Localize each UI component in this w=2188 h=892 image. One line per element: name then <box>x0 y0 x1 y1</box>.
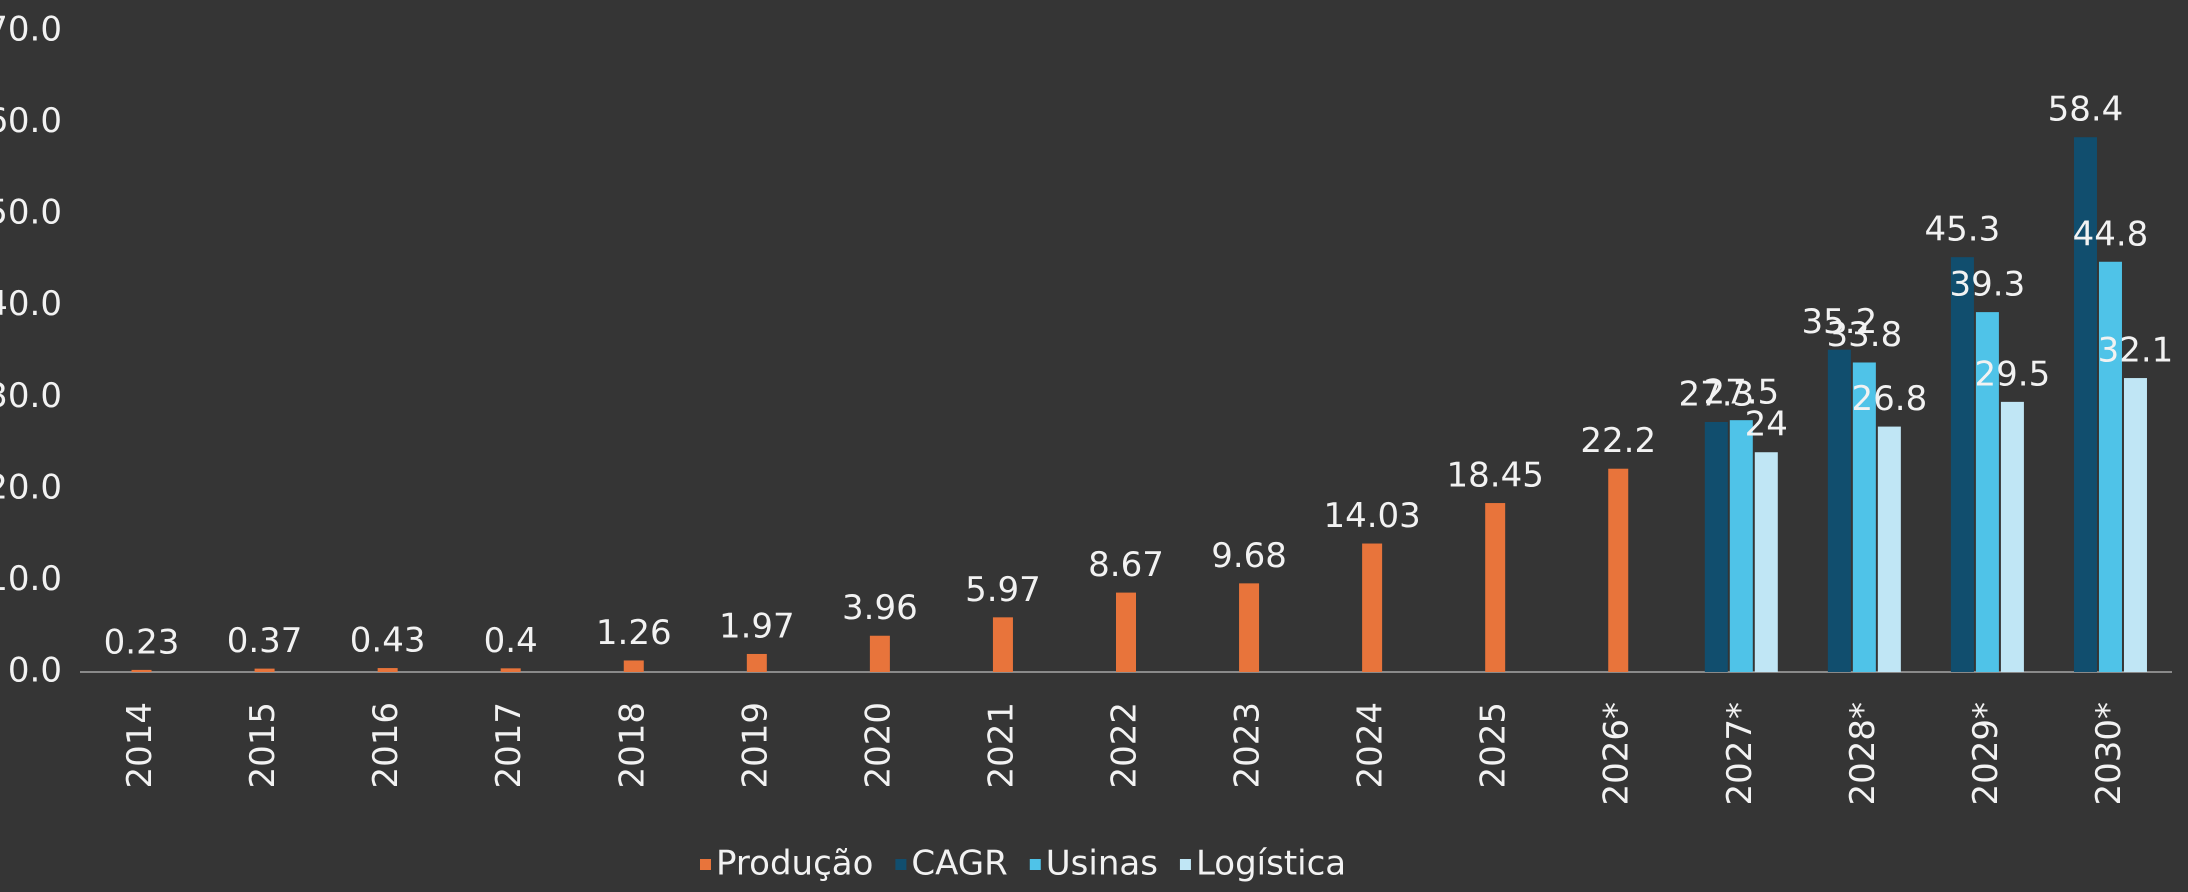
bar <box>1116 592 1136 672</box>
x-tick-label: 2028* <box>1843 702 1883 806</box>
y-tick-label: 70.0 <box>0 10 62 50</box>
legend-swatch <box>895 859 907 870</box>
bar <box>131 669 152 672</box>
x-tick-label: 2015 <box>243 702 283 789</box>
bar <box>1827 349 1851 672</box>
data-label: 27.3 <box>1678 375 1754 415</box>
bar <box>1362 543 1383 672</box>
bar <box>1729 420 1753 672</box>
bar <box>1975 312 1999 672</box>
x-tick-label: 2026* <box>1597 702 1637 806</box>
data-label: 0.37 <box>227 621 303 661</box>
bar <box>2098 261 2122 672</box>
x-tick-label: 2016 <box>366 702 406 789</box>
data-label: 29.5 <box>1975 354 2051 394</box>
bar <box>1704 422 1728 672</box>
data-label: 24 <box>1745 405 1788 445</box>
bar <box>623 660 644 672</box>
data-label: 14.03 <box>1323 496 1420 536</box>
legend-swatch <box>1179 859 1191 870</box>
data-label: 1.26 <box>596 613 672 653</box>
x-tick-label: 2020 <box>858 702 898 789</box>
data-label: 0.43 <box>350 621 426 661</box>
bar <box>1485 503 1506 672</box>
legend-label: Produção <box>716 844 873 884</box>
data-label: 26.8 <box>1852 379 1928 419</box>
y-tick-label: 10.0 <box>0 559 62 599</box>
bar <box>2123 378 2147 672</box>
x-tick-label: 2021 <box>981 702 1021 789</box>
y-tick-label: 0.0 <box>8 651 62 691</box>
bar <box>1608 468 1629 672</box>
data-label: 5.97 <box>965 570 1041 610</box>
bar <box>2000 401 2024 672</box>
data-label: 33.8 <box>1827 315 1903 355</box>
bar <box>1754 452 1778 672</box>
data-label: 45.3 <box>1925 210 2001 250</box>
x-tick-label: 2024 <box>1351 702 1391 789</box>
x-tick-label: 2014 <box>120 702 160 789</box>
bar <box>377 668 398 672</box>
data-label: 9.68 <box>1211 536 1287 576</box>
data-label: 3.96 <box>842 588 918 628</box>
bar <box>1239 583 1260 672</box>
legend-label: Logística <box>1196 844 1346 884</box>
y-tick-label: 20.0 <box>0 467 62 507</box>
data-label: 32.1 <box>2098 331 2174 371</box>
bar <box>500 668 521 672</box>
data-label: 1.97 <box>719 606 795 646</box>
bar <box>2073 137 2097 673</box>
bar <box>1877 426 1901 672</box>
data-label: 35.2 <box>1802 302 1878 342</box>
bar <box>254 668 275 672</box>
data-label: 8.67 <box>1088 545 1164 585</box>
bar <box>992 617 1013 672</box>
y-tick-label: 40.0 <box>0 284 62 324</box>
x-tick-label: 2023 <box>1228 702 1268 789</box>
x-tick-label: 2029* <box>1966 702 2006 806</box>
y-tick-label: 60.0 <box>0 101 62 141</box>
data-label: 18.45 <box>1447 456 1544 496</box>
bar <box>746 653 767 672</box>
x-tick-label: 2027* <box>1720 702 1760 806</box>
legend-swatch <box>1029 859 1041 870</box>
data-label: 58.4 <box>2048 90 2124 130</box>
bar <box>869 635 890 672</box>
x-tick-label: 2019 <box>735 702 775 789</box>
data-label: 0.23 <box>104 622 180 662</box>
bar <box>1852 362 1876 672</box>
data-label: 44.8 <box>2073 214 2149 254</box>
data-label: 39.3 <box>1950 265 2026 305</box>
data-label: 22.2 <box>1580 421 1656 461</box>
x-tick-label: 2022 <box>1105 702 1145 789</box>
data-label: 0.4 <box>484 621 538 661</box>
legend-swatch <box>700 859 711 870</box>
legend-label: CAGR <box>911 844 1007 884</box>
y-tick-label: 50.0 <box>0 193 62 233</box>
legend-label: Usinas <box>1046 844 1158 884</box>
y-tick-label: 30.0 <box>0 376 62 416</box>
data-label: 27.5 <box>1703 373 1779 413</box>
x-tick-label: 2017 <box>489 702 529 789</box>
x-tick-label: 2030* <box>2089 702 2129 806</box>
x-tick-label: 2018 <box>612 702 652 789</box>
bar <box>1950 257 1974 672</box>
x-tick-label: 2025 <box>1474 702 1514 789</box>
